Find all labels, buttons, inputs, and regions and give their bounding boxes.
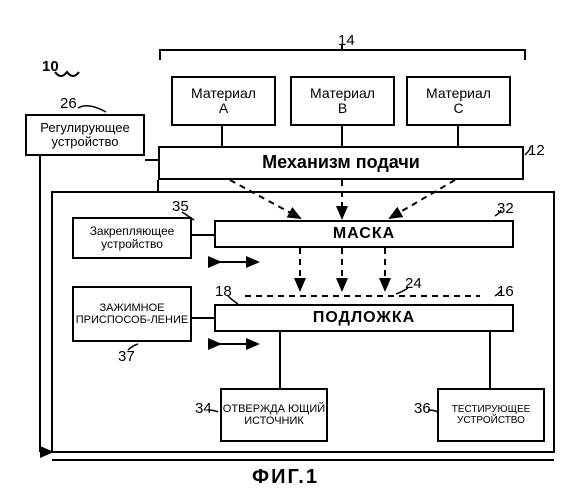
ref-32: 32 — [497, 200, 514, 217]
testing-box: ТЕСТИРУЮЩЕЕ УСТРОЙСТВО — [437, 388, 545, 442]
ref-16: 16 — [497, 283, 514, 300]
ref-24: 24 — [405, 275, 422, 292]
material-a-box: Материал A — [171, 76, 276, 126]
ref-35: 35 — [172, 198, 189, 215]
ref-26: 26 — [60, 95, 77, 112]
ref-12: 12 — [528, 142, 545, 159]
clamp-box: ЗАЖИМНОЕ ПРИСПОСОБ-ЛЕНИЕ — [72, 286, 192, 342]
material-b-box: Материал B — [290, 76, 395, 126]
diagram-canvas: 10 14 26 12 35 32 18 24 16 37 34 36 Мате… — [0, 0, 578, 500]
ref-14: 14 — [338, 32, 355, 49]
material-c-box: Материал C — [406, 76, 511, 126]
fixer-box: Закрепляющее устройство — [72, 217, 192, 259]
mask-box: МАСКА — [214, 220, 514, 248]
ref-37: 37 — [118, 348, 135, 365]
figure-label: ФИГ.1 — [252, 466, 319, 489]
feed-mechanism-box: Механизм подачи — [158, 146, 524, 180]
ref-36: 36 — [414, 400, 431, 417]
curing-box: ОТВЕРЖДА ЮЩИЙ ИСТОЧНИК — [220, 388, 328, 442]
ref-34: 34 — [195, 400, 212, 417]
substrate-box: ПОДЛОЖКА — [214, 304, 514, 332]
ref-10: 10 — [42, 58, 59, 75]
ref-18: 18 — [215, 283, 232, 300]
controller-box: Регулирующее устройство — [25, 114, 145, 156]
